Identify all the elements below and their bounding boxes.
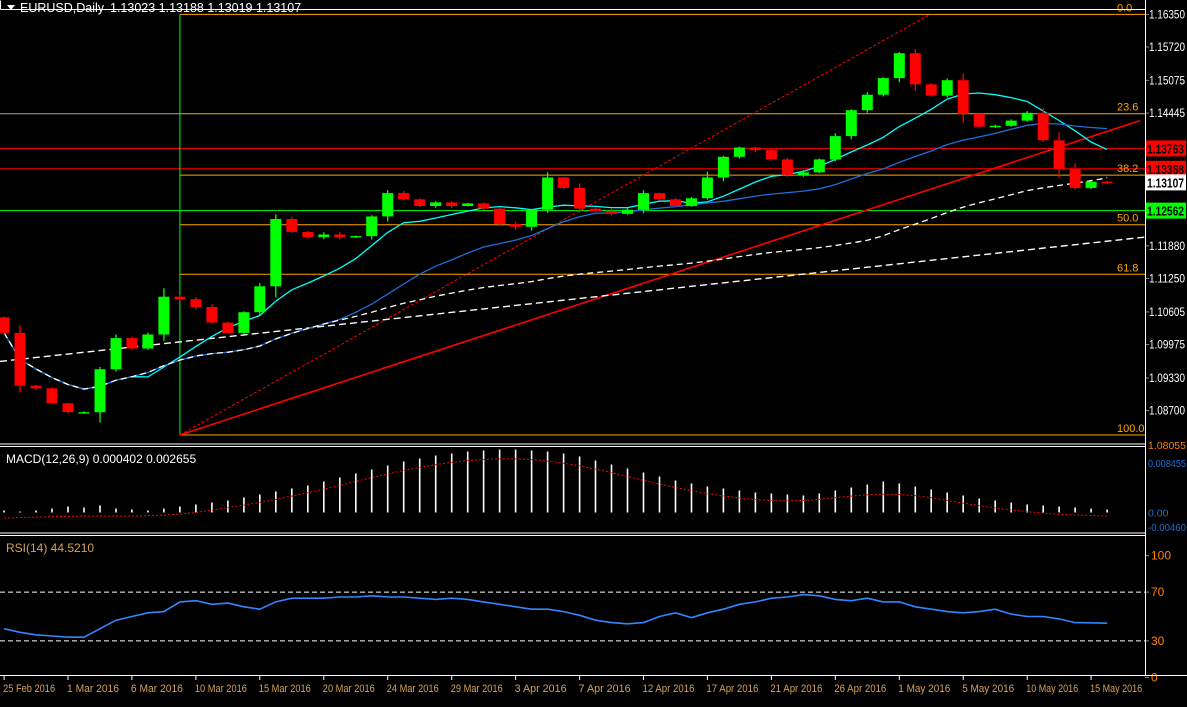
svg-text:0: 0 bbox=[1151, 670, 1158, 684]
svg-text:0.00: 0.00 bbox=[1148, 508, 1169, 520]
svg-text:5 May 2016: 5 May 2016 bbox=[962, 683, 1014, 695]
svg-text:1.11250: 1.11250 bbox=[1149, 274, 1185, 286]
svg-text:1.13107: 1.13107 bbox=[1147, 176, 1184, 190]
svg-text:15 May 2016: 15 May 2016 bbox=[1090, 683, 1142, 695]
svg-text:1.13023 1.13188 1.13019 1.1310: 1.13023 1.13188 1.13019 1.13107 bbox=[110, 1, 301, 15]
svg-text:25 Feb 2016: 25 Feb 2016 bbox=[3, 683, 55, 695]
svg-text:61.8: 61.8 bbox=[1117, 262, 1138, 274]
svg-text:21 Apr 2016: 21 Apr 2016 bbox=[770, 683, 822, 695]
svg-text:1.12562: 1.12562 bbox=[1147, 205, 1184, 219]
svg-text:29 Mar 2016: 29 Mar 2016 bbox=[451, 683, 503, 695]
svg-text:1.11880: 1.11880 bbox=[1149, 241, 1185, 253]
svg-text:100: 100 bbox=[1151, 549, 1171, 563]
svg-text:1.15075: 1.15075 bbox=[1149, 75, 1185, 87]
svg-text:6 Mar 2016: 6 Mar 2016 bbox=[131, 683, 183, 695]
svg-text:RSI(14) 44.5210: RSI(14) 44.5210 bbox=[6, 541, 94, 555]
svg-text:23.6: 23.6 bbox=[1117, 102, 1138, 114]
svg-text:MACD(12,26,9) 0.000402 0.00265: MACD(12,26,9) 0.000402 0.002655 bbox=[6, 452, 196, 466]
svg-text:1 Mar 2016: 1 Mar 2016 bbox=[67, 683, 119, 695]
svg-text:20 Mar 2016: 20 Mar 2016 bbox=[323, 683, 375, 695]
svg-text:-0.00460: -0.00460 bbox=[1148, 522, 1186, 534]
svg-text:1.08055: 1.08055 bbox=[1148, 440, 1186, 452]
svg-text:1.16350: 1.16350 bbox=[1149, 9, 1185, 21]
svg-text:1.10605: 1.10605 bbox=[1149, 307, 1185, 319]
svg-text:17 Apr 2016: 17 Apr 2016 bbox=[706, 683, 758, 695]
svg-text:24 Mar 2016: 24 Mar 2016 bbox=[387, 683, 439, 695]
svg-text:1.14445: 1.14445 bbox=[1149, 108, 1185, 120]
svg-text:10 Mar 2016: 10 Mar 2016 bbox=[195, 683, 247, 695]
svg-text:EURUSD,Daily: EURUSD,Daily bbox=[20, 1, 105, 15]
svg-text:10 May 2016: 10 May 2016 bbox=[1026, 683, 1078, 695]
svg-text:15 Mar 2016: 15 Mar 2016 bbox=[259, 683, 311, 695]
svg-text:1.09330: 1.09330 bbox=[1149, 373, 1185, 385]
svg-text:30: 30 bbox=[1151, 634, 1165, 648]
svg-text:0.008455: 0.008455 bbox=[1148, 458, 1186, 470]
svg-text:12 Apr 2016: 12 Apr 2016 bbox=[643, 683, 695, 695]
svg-text:26 Apr 2016: 26 Apr 2016 bbox=[834, 683, 886, 695]
svg-text:38.2: 38.2 bbox=[1117, 163, 1138, 175]
svg-text:0.0: 0.0 bbox=[1117, 2, 1132, 14]
svg-text:1.13763: 1.13763 bbox=[1147, 142, 1184, 156]
svg-text:1.08700: 1.08700 bbox=[1149, 406, 1185, 418]
svg-text:3 Apr 2016: 3 Apr 2016 bbox=[515, 683, 567, 695]
svg-text:7 Apr 2016: 7 Apr 2016 bbox=[579, 683, 631, 695]
svg-text:1 May 2016: 1 May 2016 bbox=[898, 683, 950, 695]
svg-text:1.15720: 1.15720 bbox=[1149, 42, 1185, 54]
svg-text:1.09975: 1.09975 bbox=[1149, 340, 1185, 352]
svg-text:70: 70 bbox=[1151, 585, 1165, 599]
svg-text:100.0: 100.0 bbox=[1117, 423, 1145, 435]
svg-text:50.0: 50.0 bbox=[1117, 213, 1138, 225]
